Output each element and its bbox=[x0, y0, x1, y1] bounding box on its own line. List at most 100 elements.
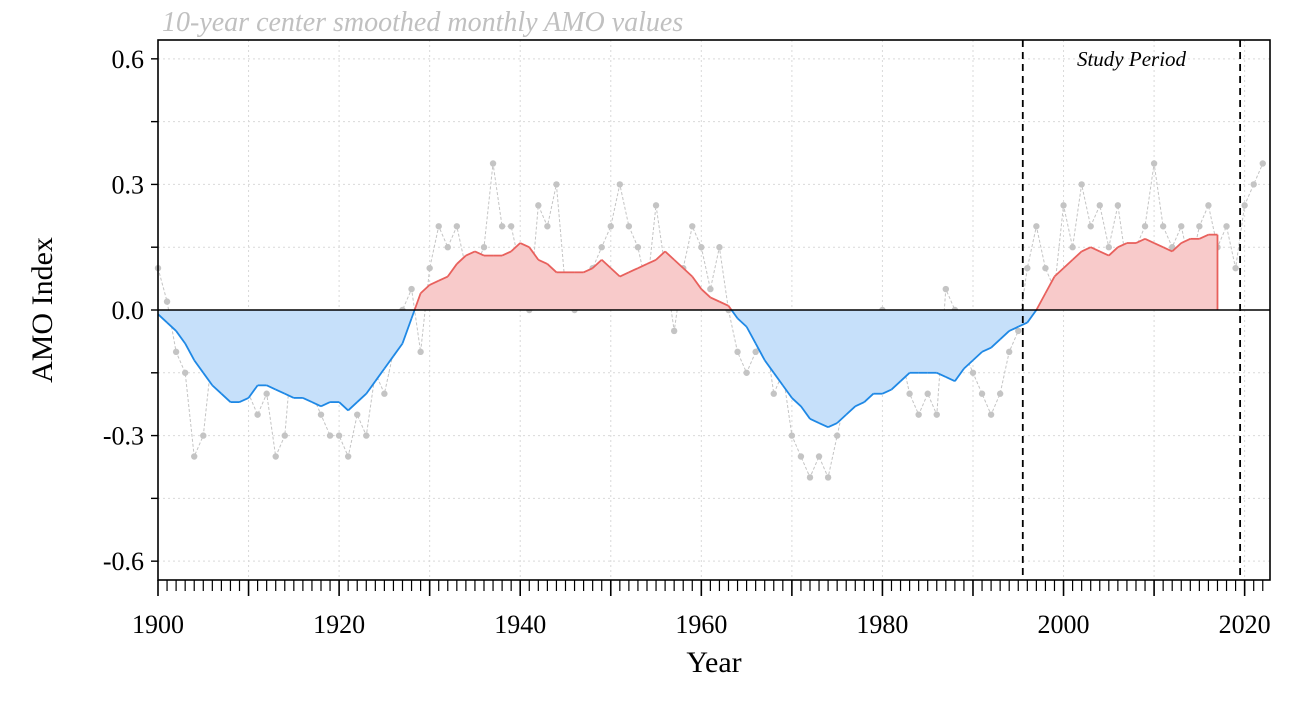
study-period-label: Study Period bbox=[1077, 47, 1187, 71]
smoothed-line-segment bbox=[1062, 259, 1074, 269]
smoothed-line-segment bbox=[1044, 276, 1056, 294]
anomaly-point bbox=[1105, 244, 1113, 251]
anomaly-point bbox=[417, 348, 424, 356]
anomaly-point bbox=[453, 223, 461, 230]
smoothed-line-segment bbox=[211, 384, 222, 395]
smoothed-line-segment bbox=[899, 372, 911, 382]
anomaly-point bbox=[815, 453, 823, 460]
x-tick-label: 1940 bbox=[494, 610, 546, 639]
smoothed-line-segment bbox=[239, 397, 249, 403]
smoothed-line-segment bbox=[936, 371, 947, 378]
smoothed-line-segment bbox=[999, 330, 1010, 340]
anomaly-point bbox=[942, 285, 950, 293]
y-tick-label: -0.6 bbox=[103, 547, 144, 576]
smoothed-line-segment bbox=[619, 271, 630, 278]
anomaly-point bbox=[1141, 223, 1149, 230]
smoothed-line-segment bbox=[247, 384, 259, 399]
anomaly-point bbox=[317, 411, 325, 418]
smoothed-line-segment bbox=[963, 359, 974, 370]
anomaly-point bbox=[1241, 202, 1248, 209]
smoothed-line-segment bbox=[1180, 238, 1191, 244]
smoothed-line-segment bbox=[691, 275, 703, 290]
smoothed-line-segment bbox=[383, 355, 395, 370]
anomaly-point bbox=[553, 181, 560, 188]
smoothed-line-segment bbox=[1053, 267, 1065, 278]
smoothed-line-segment bbox=[320, 401, 331, 408]
smoothed-line-segment bbox=[719, 300, 729, 307]
smoothed-line-segment bbox=[401, 318, 413, 344]
smoothed-line-segment bbox=[800, 405, 811, 420]
anomaly-point bbox=[598, 244, 605, 251]
anomaly-point bbox=[354, 411, 361, 418]
smoothed-line-segment bbox=[954, 368, 965, 382]
anomaly-point bbox=[489, 160, 497, 167]
smoothed-line-segment bbox=[537, 258, 548, 265]
anomaly-point bbox=[743, 369, 750, 376]
smoothed-line-segment bbox=[1099, 250, 1110, 257]
anomaly-point bbox=[480, 244, 488, 251]
smoothed-line-segment bbox=[682, 267, 693, 278]
anomaly-point bbox=[978, 390, 986, 397]
smoothed-line-segment bbox=[365, 380, 377, 395]
smoothed-line-segment bbox=[592, 259, 603, 269]
smoothed-line-segment bbox=[284, 392, 295, 399]
smoothed-line-segment bbox=[175, 330, 186, 345]
anomaly-point bbox=[1069, 244, 1076, 251]
smoothed-line-segment bbox=[773, 372, 784, 386]
smoothed-line-segment bbox=[754, 343, 766, 361]
smoothed-line-segment bbox=[465, 250, 476, 257]
smoothed-line-segment bbox=[637, 263, 648, 269]
anomaly-point bbox=[435, 223, 442, 230]
anomaly-point bbox=[544, 223, 551, 230]
smoothed-line-segment bbox=[356, 393, 367, 403]
anomaly-point bbox=[806, 474, 814, 481]
smoothed-line-segment bbox=[845, 405, 856, 416]
smoothed-line-segment bbox=[456, 254, 467, 265]
anomaly-point bbox=[263, 390, 270, 397]
smoothed-line-segment bbox=[501, 250, 512, 257]
smoothed-line-segment bbox=[809, 418, 820, 424]
y-tick-label: 0.3 bbox=[112, 170, 145, 199]
smoothed-line-segment bbox=[1162, 246, 1173, 253]
smoothed-line-segment bbox=[601, 259, 612, 269]
anomaly-trace bbox=[157, 163, 1264, 480]
anomaly-point bbox=[281, 432, 288, 439]
anomaly-point bbox=[381, 390, 388, 397]
x-tick-label: 1980 bbox=[856, 610, 908, 639]
anomaly-point bbox=[1087, 223, 1094, 230]
x-tick-label: 1920 bbox=[313, 610, 365, 639]
smoothed-line-segment bbox=[166, 321, 177, 332]
anomaly-point bbox=[987, 411, 995, 418]
anomaly-point bbox=[1250, 181, 1257, 188]
anomaly-point bbox=[507, 223, 515, 230]
smoothed-line-segment bbox=[1081, 246, 1092, 253]
smoothed-line-segment bbox=[528, 246, 540, 261]
anomaly-point bbox=[444, 244, 451, 251]
anomaly-point bbox=[689, 223, 696, 230]
anomaly-point bbox=[191, 453, 198, 460]
anomaly-point bbox=[344, 453, 352, 460]
x-tick-label: 2020 bbox=[1219, 610, 1271, 639]
y-tick-label: 0.0 bbox=[112, 296, 145, 325]
anomaly-point bbox=[272, 453, 279, 460]
smoothed-line-segment bbox=[890, 380, 902, 391]
smoothed-line-segment bbox=[311, 401, 322, 408]
smoothed-line-segment bbox=[1198, 233, 1209, 240]
smoothed-line-segment bbox=[1090, 246, 1101, 253]
anomaly-point bbox=[426, 264, 433, 272]
y-axis-title: AMO Index bbox=[26, 237, 59, 383]
smoothed-line-segment bbox=[438, 275, 449, 282]
smoothed-line-segment bbox=[510, 242, 521, 253]
smoothed-line-segment bbox=[1017, 321, 1028, 328]
smoothed-line-segment bbox=[854, 401, 865, 408]
axes-layer: -0.6 -0.3 0.0 0.3 0.6 1900 1920 1940 1960 1980 200… bbox=[103, 39, 1271, 639]
smoothed-line-segment bbox=[610, 267, 621, 278]
anomaly-point bbox=[969, 369, 977, 376]
anomaly-point bbox=[1060, 202, 1067, 209]
smoothed-line-segment bbox=[184, 343, 196, 361]
anomaly-point bbox=[1150, 160, 1158, 167]
smoothed-line-segment bbox=[710, 296, 720, 303]
smoothed-line-segment bbox=[202, 372, 214, 386]
